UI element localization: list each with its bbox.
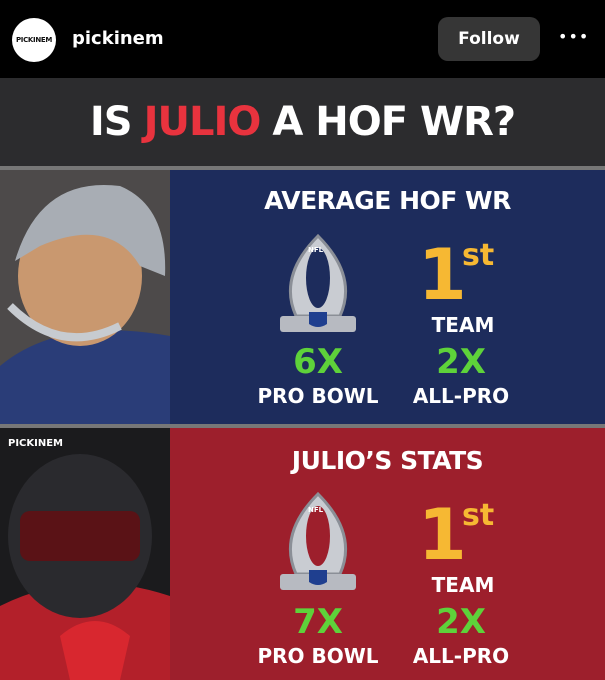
pro-bowl-count: 7X: [293, 602, 343, 642]
all-pro-count: 2X: [436, 602, 486, 642]
title-text: A HOF WR?: [272, 99, 516, 145]
team-label: TEAM: [431, 313, 495, 337]
post-header: PICKINEM pickinem Follow •••: [0, 0, 605, 78]
trophy-logo: NFL: [308, 246, 324, 254]
team-rank: 1: [418, 234, 467, 316]
team-rank-suffix: st: [462, 238, 495, 273]
all-pro-label: ALL-PRO: [412, 644, 510, 668]
title-band: IS JULIO A HOF WR?: [0, 78, 605, 166]
helmet: [15, 184, 166, 276]
jersey: [0, 330, 170, 424]
panel-background: [170, 170, 605, 424]
facemask: [7, 303, 122, 342]
title-text: IS: [89, 99, 133, 145]
all-pro-label: ALL-PRO: [412, 384, 510, 408]
team-label: TEAM: [431, 573, 495, 597]
team-rank-suffix: st: [462, 498, 495, 533]
watermark: PICKINEM: [8, 438, 64, 449]
trophy-logo: NFL: [308, 506, 324, 514]
avatar[interactable]: PICKINEM: [12, 18, 56, 62]
trophy: [280, 491, 356, 590]
team-rank: 1: [418, 494, 467, 576]
glove: [60, 621, 130, 680]
all-pro-count: 2X: [436, 342, 486, 382]
panel-heading: JULIO’S STATS: [291, 446, 484, 475]
username[interactable]: pickinem: [72, 28, 164, 49]
panel-background: [170, 428, 605, 680]
visor: [20, 511, 140, 561]
pro-bowl-label: PRO BOWL: [257, 644, 379, 668]
post-image: [0, 166, 605, 680]
pro-bowl-count: 6X: [293, 342, 343, 382]
pro-bowl-label: PRO BOWL: [257, 384, 379, 408]
more-button[interactable]: •••: [558, 27, 590, 46]
panel-heading: AVERAGE HOF WR: [264, 186, 511, 215]
title-highlight: JULIO: [143, 99, 262, 145]
trophy: [280, 233, 356, 332]
follow-button[interactable]: Follow: [438, 17, 540, 61]
